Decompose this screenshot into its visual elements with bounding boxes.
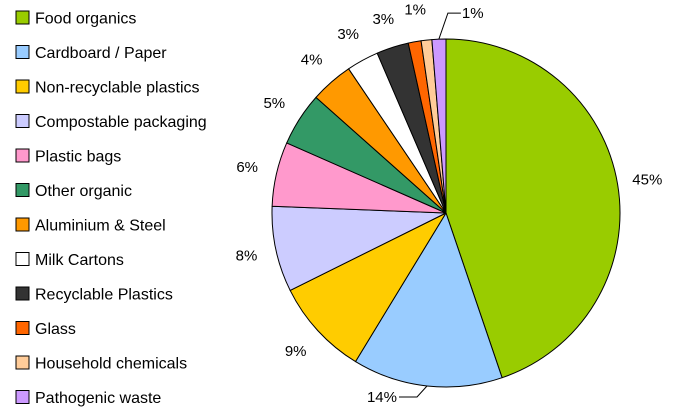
legend-swatch: [15, 114, 30, 128]
leader-line: [399, 385, 428, 398]
legend-swatch: [15, 355, 30, 370]
legend-item: Plastic bags: [15, 148, 121, 166]
legend-label: Glass: [35, 321, 76, 338]
slice-value-label: 3%: [372, 11, 394, 28]
slice-value-label: 14%: [367, 389, 397, 406]
legend-swatch: [15, 45, 30, 59]
legend-swatch: [15, 286, 30, 301]
legend-swatch: [15, 148, 30, 163]
legend-swatch: [15, 79, 30, 94]
legend-item: Cardboard / Paper: [15, 45, 167, 62]
slice-value-labels: 45% 14% 9% 8% 6% 5% 4% 3% 3% 1% 1%: [236, 1, 663, 406]
pie-slices: [271, 38, 621, 388]
legend-swatch: [15, 321, 30, 335]
legend-item: Aluminium & Steel: [15, 217, 166, 235]
slice-value-label: 8%: [236, 248, 258, 265]
slice-value-label: 3%: [337, 26, 359, 43]
legend-label: Cardboard / Paper: [35, 45, 167, 62]
legend-item: Milk Cartons: [15, 252, 124, 269]
slice-value-label: 4%: [301, 52, 323, 69]
legend-item: Pathogenic waste: [15, 390, 161, 407]
legend-label: Milk Cartons: [35, 252, 124, 269]
legend-swatch: [15, 390, 30, 404]
slice-value-label: 6%: [236, 159, 258, 176]
legend-item: Recyclable Plastics: [15, 286, 173, 304]
legend-label: Aluminium & Steel: [35, 218, 166, 235]
legend-swatch: [15, 183, 30, 197]
legend-label: Other organic: [35, 183, 132, 200]
pie-slice: [354, 212, 503, 388]
legend-label: Non-recyclable plastics: [35, 80, 200, 97]
legend-item: Glass: [15, 321, 76, 338]
slice-value-label: 45%: [632, 172, 662, 189]
pie-slice: [289, 212, 447, 363]
legend-label: Food organics: [35, 11, 136, 28]
legend-label: Plastic bags: [35, 149, 121, 166]
pie-slice: [431, 38, 447, 214]
slice-value-label: 5%: [263, 95, 285, 112]
legend-swatch: [15, 217, 30, 232]
legend-item: Non-recyclable plastics: [15, 79, 200, 97]
legend-swatch: [15, 10, 30, 25]
pie-slice: [445, 38, 621, 379]
legend-label: Recyclable Plastics: [35, 287, 173, 304]
leader-lines: [399, 12, 461, 398]
legend-swatch: [15, 252, 30, 266]
legend-item: Food organics: [15, 10, 136, 28]
legend-label: Household chemicals: [35, 356, 187, 373]
slice-value-label: 1%: [404, 1, 426, 18]
legend-item: Compostable packaging: [15, 114, 207, 131]
slice-value-label: 9%: [285, 343, 307, 360]
legend-item: Other organic: [15, 183, 132, 200]
legend: Food organics Cardboard / Paper Non-recycl…: [15, 10, 207, 407]
leader-line: [438, 12, 461, 40]
slice-value-label: 1%: [462, 5, 484, 22]
legend-label: Compostable packaging: [35, 114, 207, 131]
legend-item: Household chemicals: [15, 355, 187, 373]
legend-label: Pathogenic waste: [35, 390, 161, 407]
